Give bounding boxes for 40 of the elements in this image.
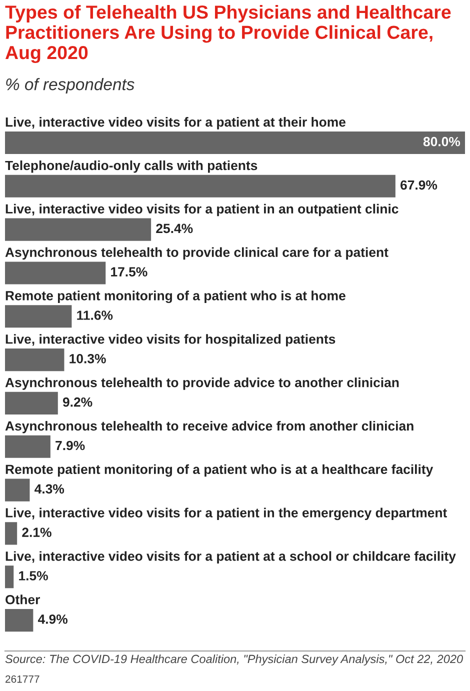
y-tick-label: Live, interactive video visits for a patient in an outpatient clinic: [6, 204, 398, 216]
data-label: 25.4%: [156, 224, 193, 234]
y-tick-label: Live, interactive video visits for a patient in the emergency department: [6, 508, 447, 520]
bar: [5, 566, 14, 588]
bar: [5, 522, 18, 545]
y-tick-label: Live, interactive video visits for a patient at their home: [6, 117, 346, 130]
y-tick-label: Asynchronous telehealth to receive advice from another clinician: [5, 420, 414, 434]
bar: [5, 609, 34, 632]
bar: [5, 262, 106, 284]
chart-subtitle: % of respondents: [6, 78, 134, 94]
bar: [5, 435, 50, 458]
y-tick-label: Asynchronous telehealth to provide advice to another clinician: [5, 378, 399, 390]
data-label: 9.2%: [62, 397, 92, 407]
bar: [5, 305, 72, 328]
data-label: 1.5%: [19, 571, 48, 580]
bar: [5, 348, 64, 372]
text: 261777: [6, 675, 40, 683]
bar: [5, 392, 58, 415]
y-tick-label: Asynchronous telehealth to provide clinical care for a patient: [5, 247, 388, 260]
bar: [5, 478, 30, 502]
data-label: 17.5%: [111, 267, 148, 277]
data-label: 4.3%: [34, 484, 64, 494]
y-tick-label: Remote patient monitoring of a patient who is at a healthcare facility: [6, 464, 434, 477]
y-tick-label: Telephone/audio-only calls with patients: [5, 160, 258, 173]
y-tick-label: Live, interactive video visits for hospitalized patients: [6, 334, 336, 346]
bar: [5, 131, 465, 154]
y-tick-label: Other: [6, 594, 40, 604]
data-label: 80.0%: [423, 136, 460, 146]
bar: [5, 218, 152, 241]
y-tick-label: Remote patient monitoring of a patient who is at home: [6, 290, 346, 304]
data-label: 67.9%: [400, 180, 438, 190]
bar: [5, 174, 396, 198]
data-label: 11.6%: [77, 310, 113, 320]
source-note: Source: The COVID-19 Healthcare Coalition, "Physician Survey Analysis," Oct 22, 2020: [5, 654, 463, 666]
y-tick-label: Live, interactive video visits for a patient at a school or childcare facility: [6, 551, 456, 564]
chart-title: Types of Telehealth US Physicians and Healthcare Practitioners Are Using to Provide Clinical Care, Aug 2020: [5, 5, 451, 64]
data-label: 10.3%: [70, 354, 106, 364]
data-label: 7.9%: [56, 440, 85, 450]
data-label: 2.1%: [22, 528, 52, 537]
data-label: 4.9%: [38, 614, 68, 624]
